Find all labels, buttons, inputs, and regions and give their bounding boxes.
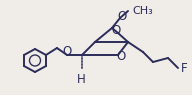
Text: O: O [117,10,127,23]
Text: F: F [181,61,188,74]
Text: H: H [77,73,85,86]
Text: O: O [62,45,72,58]
Text: O: O [116,49,126,63]
Text: CH₃: CH₃ [132,6,153,16]
Text: O: O [111,25,121,38]
